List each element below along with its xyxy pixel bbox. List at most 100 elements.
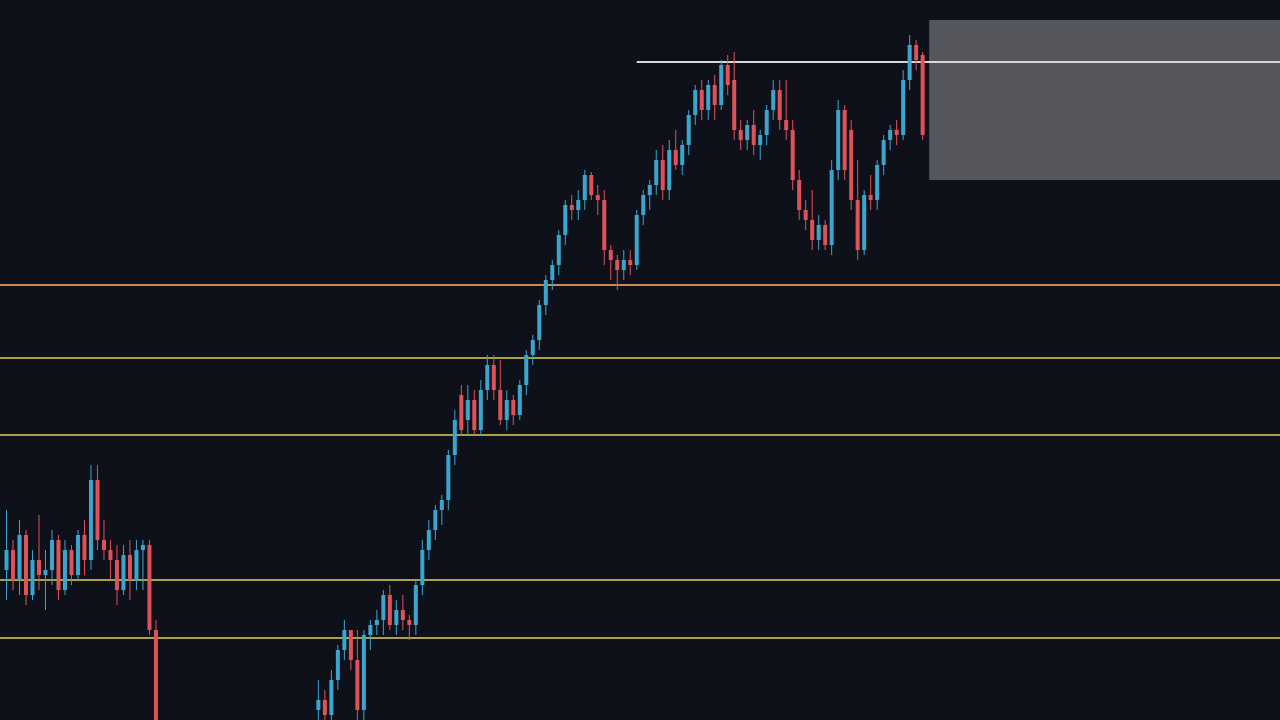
candle-body	[101, 540, 106, 550]
candle-body	[69, 550, 74, 575]
candle-body	[381, 595, 386, 620]
candle-body	[654, 160, 659, 185]
zone-box	[929, 20, 1280, 180]
candle-body	[439, 500, 444, 510]
candle-body	[764, 110, 769, 135]
candle-body	[550, 265, 555, 280]
candle-body	[153, 630, 158, 720]
candle-body	[875, 165, 880, 200]
candle-body	[504, 400, 509, 420]
candle-body	[641, 195, 646, 215]
candle-body	[797, 180, 802, 210]
candle-body	[699, 90, 704, 110]
candle-body	[140, 545, 145, 550]
candle-body	[556, 235, 561, 265]
candle-body	[56, 540, 61, 590]
candle-body	[420, 550, 425, 585]
candle-body	[608, 250, 613, 260]
candle-body	[803, 210, 808, 220]
candle-body	[49, 540, 54, 570]
candle-body	[634, 215, 639, 265]
candle-body	[400, 610, 405, 620]
candle-body	[446, 455, 451, 500]
candle-body	[413, 585, 418, 625]
candle-body	[478, 390, 483, 430]
candle-body	[686, 115, 691, 145]
candle-body	[465, 400, 470, 420]
candle-body	[62, 550, 67, 590]
candle-body	[595, 195, 600, 200]
candle-body	[43, 570, 48, 575]
candle-body	[82, 535, 87, 560]
candle-body	[127, 555, 132, 580]
candle-body	[719, 65, 724, 105]
candle-body	[868, 195, 873, 200]
candle-body	[361, 635, 366, 710]
candle-body	[680, 145, 685, 165]
candle-body	[108, 550, 113, 560]
candle-body	[563, 205, 568, 235]
candle-body	[88, 480, 93, 560]
candle-body	[712, 85, 717, 105]
candle-body	[30, 560, 35, 595]
candle-body	[316, 700, 321, 710]
candle-body	[582, 175, 587, 200]
candle-body	[628, 260, 633, 265]
candle-body	[114, 560, 119, 590]
candle-body	[725, 65, 730, 85]
candle-body	[894, 130, 899, 135]
candle-body	[589, 175, 594, 195]
candle-body	[134, 550, 139, 580]
candle-body	[329, 680, 334, 715]
candle-body	[914, 45, 919, 60]
candle-body	[576, 200, 581, 210]
candle-body	[355, 660, 360, 710]
candle-body	[790, 130, 795, 180]
candle-body	[394, 610, 399, 625]
candle-body	[862, 195, 867, 250]
candle-body	[615, 260, 620, 270]
candle-body	[758, 135, 763, 145]
candle-body	[322, 700, 327, 715]
candle-body	[901, 80, 906, 135]
candle-body	[907, 45, 912, 80]
candle-body	[23, 535, 28, 595]
candle-body	[732, 80, 737, 130]
candle-body	[706, 85, 711, 110]
candle-body	[673, 150, 678, 165]
candle-body	[569, 205, 574, 210]
candle-body	[524, 355, 529, 385]
candle-body	[452, 420, 457, 455]
candle-body	[920, 55, 925, 135]
candle-body	[10, 550, 15, 580]
candle-body	[667, 150, 672, 190]
candle-body	[881, 140, 886, 165]
candle-body	[374, 620, 379, 625]
candle-body	[491, 365, 496, 390]
candle-body	[472, 400, 477, 430]
candle-body	[810, 220, 815, 240]
candle-body	[530, 340, 535, 355]
candle-body	[387, 595, 392, 625]
candle-body	[147, 545, 152, 630]
candle-body	[348, 630, 353, 660]
candle-body	[842, 110, 847, 170]
candle-body	[829, 170, 834, 245]
candle-body	[816, 225, 821, 240]
candle-body	[836, 110, 841, 170]
candle-body	[4, 550, 9, 570]
candle-body	[602, 200, 607, 250]
candle-body	[498, 390, 503, 420]
candle-body	[485, 365, 490, 390]
candle-body	[647, 185, 652, 195]
candle-body	[855, 200, 860, 250]
candle-body	[433, 510, 438, 530]
candle-body	[771, 90, 776, 110]
candle-body	[75, 535, 80, 575]
candle-body	[823, 225, 828, 245]
candle-body	[95, 480, 100, 540]
candle-body	[335, 650, 340, 680]
candle-body	[693, 90, 698, 115]
candle-body	[738, 130, 743, 140]
